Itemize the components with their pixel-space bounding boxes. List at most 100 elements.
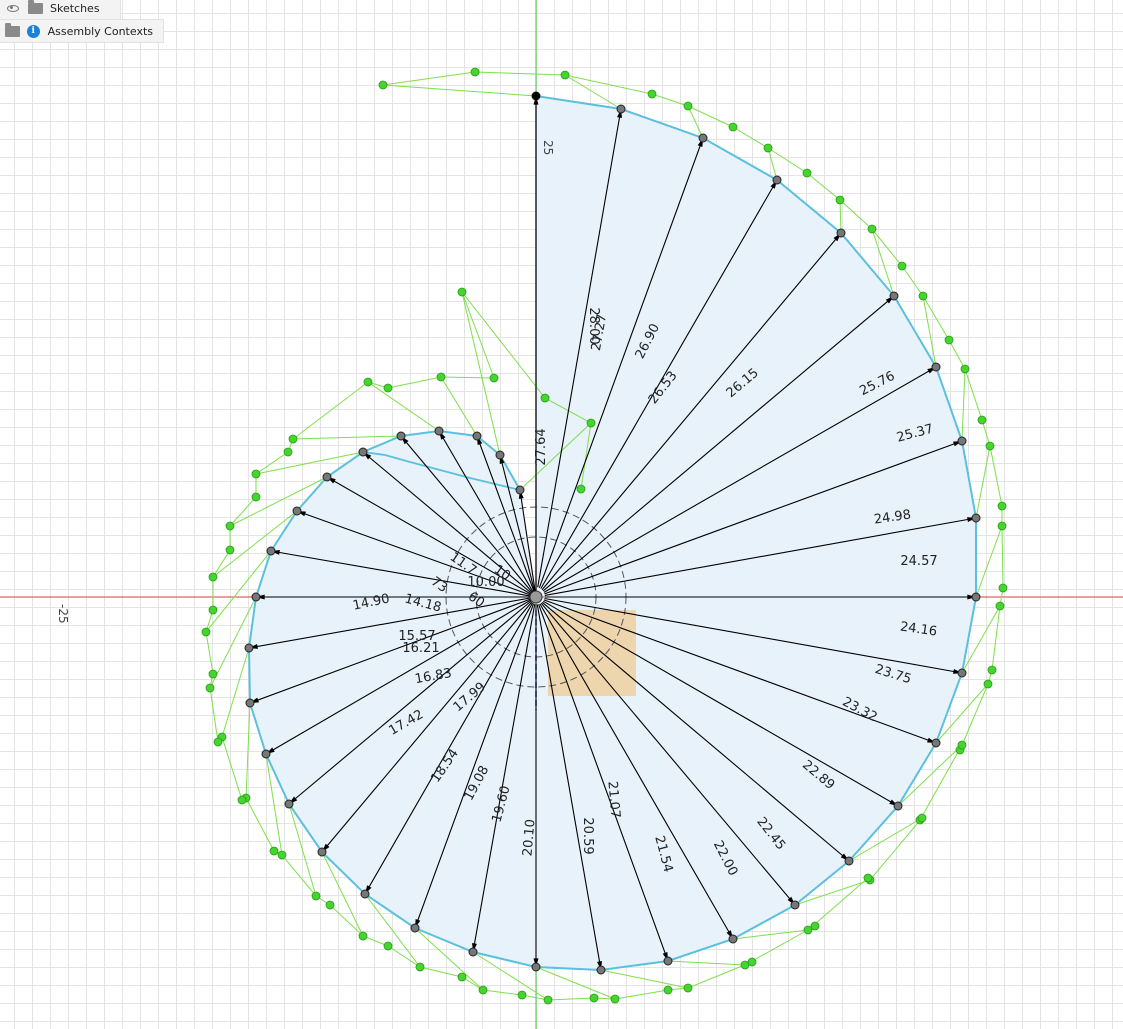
spline-point — [844, 856, 854, 866]
browser-item-sketches[interactable]: Sketches — [0, 0, 121, 20]
control-handle — [848, 817, 923, 862]
control-point — [576, 484, 586, 494]
spline-point — [317, 847, 327, 857]
spline-point — [893, 801, 903, 811]
control-point — [917, 813, 927, 823]
control-point — [683, 983, 693, 993]
control-point — [251, 492, 261, 502]
spline-point — [616, 104, 626, 114]
control-point — [457, 287, 467, 297]
control-handle — [732, 929, 809, 940]
control-point — [201, 627, 211, 637]
spline-point — [957, 668, 967, 678]
radial-dimension-line — [249, 598, 531, 704]
radial-dimension-line — [544, 597, 963, 674]
inner-arc — [362, 451, 521, 491]
radial-dimension-line — [270, 550, 531, 597]
control-handle — [212, 510, 298, 578]
control-handle — [975, 525, 1003, 598]
control-point — [277, 850, 287, 860]
browser-item-label: Assembly Contexts — [47, 24, 153, 38]
control-handle — [255, 451, 364, 475]
spline-point — [251, 592, 261, 602]
control-point — [205, 683, 215, 693]
spline-point — [284, 799, 294, 809]
control-point — [763, 143, 773, 153]
spline-point — [434, 426, 444, 436]
radial-dimension-line — [414, 603, 535, 929]
control-point — [867, 224, 877, 234]
control-handle — [205, 550, 272, 633]
control-point — [944, 335, 954, 345]
control-point — [647, 89, 657, 99]
control-point — [213, 737, 223, 747]
dimension-label: 16.83 — [414, 666, 453, 687]
control-handle — [367, 381, 440, 432]
spline-point — [244, 643, 254, 653]
radial-dimension-line — [296, 510, 532, 596]
spline-point — [495, 450, 505, 460]
control-point — [383, 383, 393, 393]
control-handle — [414, 927, 484, 991]
dimension-label: 28.00 — [586, 307, 601, 344]
folder-icon — [4, 22, 21, 39]
control-handle — [209, 596, 257, 689]
control-point — [457, 972, 467, 982]
control-handle — [600, 969, 689, 989]
control-point — [478, 985, 488, 995]
info-icon[interactable]: i — [25, 23, 42, 39]
control-handle — [292, 435, 402, 440]
control-handle — [321, 851, 364, 937]
spline-point — [410, 923, 420, 933]
control-point — [470, 67, 480, 77]
radial-dimension-line — [541, 232, 842, 591]
control-point — [436, 372, 446, 382]
radial-dimension-line — [364, 602, 534, 895]
dimension-label: 20.59 — [580, 817, 595, 854]
spline-point — [360, 889, 370, 899]
radial-dimension-line — [362, 451, 533, 595]
control-point — [208, 605, 218, 615]
control-point — [610, 994, 620, 1004]
control-point — [983, 679, 993, 689]
browser-item-assembly-contexts[interactable]: i Assembly Contexts — [0, 19, 164, 43]
control-point — [251, 469, 261, 479]
control-handle — [364, 893, 421, 968]
control-point — [517, 990, 527, 1000]
radial-dimension-line — [540, 179, 778, 589]
control-point — [208, 669, 218, 679]
dimension-label: 16.21 — [402, 641, 439, 656]
control-point — [987, 665, 997, 675]
control-point — [863, 873, 873, 883]
radial-dimension-line — [543, 599, 937, 744]
control-point — [747, 957, 757, 967]
y-axis-scale-label: 25 — [541, 140, 555, 155]
eye-icon[interactable] — [4, 0, 22, 16]
control-handle — [461, 291, 501, 456]
control-handle — [687, 105, 704, 139]
control-point — [225, 545, 235, 555]
control-handle — [229, 476, 328, 527]
radial-dimension-line — [321, 601, 533, 853]
control-point — [663, 985, 673, 995]
control-point — [803, 925, 813, 935]
radial-dimension-line — [541, 601, 850, 862]
spline-point — [698, 133, 708, 143]
control-handle — [961, 368, 966, 442]
control-point — [586, 418, 596, 428]
spline-point — [261, 749, 271, 759]
spline-point — [515, 485, 525, 495]
control-point — [237, 795, 247, 805]
control-handle — [564, 74, 622, 110]
radial-dimension-line — [538, 604, 669, 962]
dimension-label: 10.00 — [467, 575, 504, 590]
control-point — [560, 70, 570, 80]
radial-dimension-line — [544, 440, 963, 595]
folder-icon — [26, 0, 44, 16]
dimension-label: 15.57 — [398, 629, 435, 644]
control-handle — [472, 951, 549, 1001]
radial-dimension-line — [400, 435, 534, 595]
control-point — [415, 962, 425, 972]
